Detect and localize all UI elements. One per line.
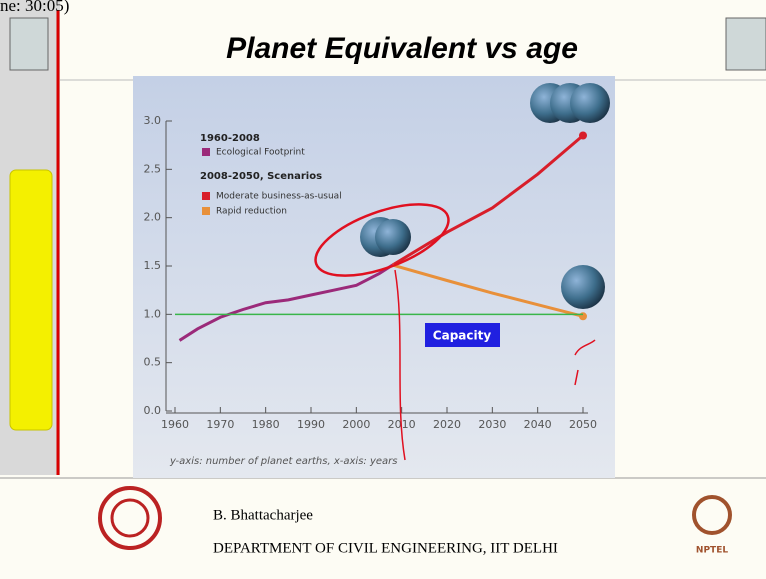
x-tick-label: 1960 [161,418,189,431]
logo [98,486,162,550]
legend-swatch [202,207,210,215]
y-tick-label: 1.5 [144,259,162,272]
pen-annotation [394,269,596,461]
globe [570,83,610,123]
x-tick-label: 2030 [478,418,506,431]
pen-annotation [314,203,450,277]
x-tick-label: 1970 [206,418,234,431]
series-line [178,263,394,342]
end-marker [579,131,587,140]
caption: y-axis: number of planet earths, x-axis:… [169,456,397,467]
y-tick-label: 0.5 [144,356,162,369]
y-tick-label: 0.0 [144,404,162,417]
y-tick-label: 2.0 [144,211,162,224]
end-marker [579,312,587,321]
logo [110,498,150,538]
capacity-box [425,323,500,347]
capacity-label: Capacity [433,329,492,343]
legend-heading: 1960-2008 [200,133,260,144]
logo-text: NPTEL [696,546,728,556]
series-line [392,263,584,318]
cube [9,17,49,71]
globe [561,265,605,309]
x-tick-label: 2040 [524,418,552,431]
corner-text: ne: 30:05) [0,0,69,15]
x-tick-label: 2050 [569,418,597,431]
legend-label: Rapid reduction [216,207,287,217]
logo [692,495,732,535]
legend-swatch [202,148,210,156]
legend-heading: 2008-2050, Scenarios [200,171,322,182]
legend-swatch [202,192,210,200]
yellow-box [9,169,53,431]
department: DEPARTMENT OF CIVIL ENGINEERING, IIT DEL… [213,540,558,556]
slide-title: Planet Equivalent vs age [226,32,578,65]
x-tick-label: 2020 [433,418,461,431]
series-line [391,134,584,267]
x-tick-label: 2000 [342,418,370,431]
x-tick-label: 1980 [252,418,280,431]
legend-label: Ecological Footprint [216,148,305,158]
x-tick-label: 1990 [297,418,325,431]
cube [725,17,766,71]
y-tick-label: 1.0 [144,307,162,320]
author: B. Bhattacharjee [213,507,313,523]
legend-label: Moderate business-as-usual [216,192,342,202]
globe [375,219,411,255]
y-tick-label: 3.0 [144,114,162,127]
plot: 0.0 0.5 1.0 1.5 2.0 2.5 3.0 1960 1970 1980 1990 200… [144,114,598,467]
y-tick-label: 2.5 [144,162,162,175]
